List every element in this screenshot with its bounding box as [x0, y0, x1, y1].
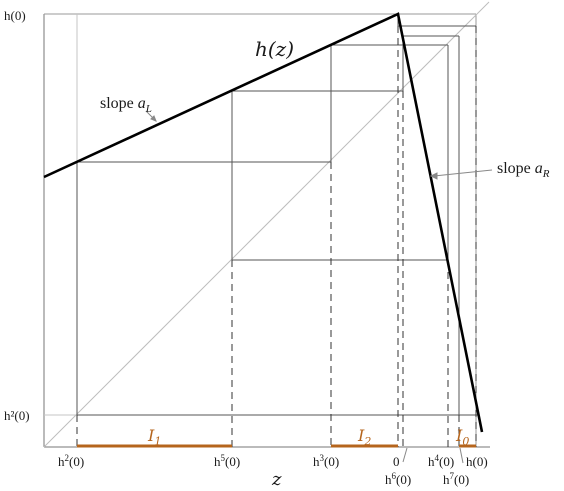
x-tick-label: 0 — [393, 454, 400, 469]
x-tick-label: h5(0) — [214, 453, 240, 469]
interval-label-i1: I1 — [147, 426, 161, 448]
function-label: h(z) — [255, 37, 294, 61]
slope-right-arrowhead — [429, 172, 438, 180]
x-tick-label-lower: h7(0) — [443, 471, 469, 487]
cobweb-lines — [76, 14, 478, 416]
diagonal-line — [43, 1, 490, 448]
dashed-projections — [76, 26, 477, 447]
helper-lines — [44, 14, 78, 416]
slope-left-label: slope aL — [100, 95, 152, 115]
x-tick-label: h(0) — [466, 454, 488, 469]
x-tick-label: h2(0) — [58, 453, 84, 469]
x-tick-label-lower: h6(0) — [385, 471, 411, 487]
interval-label-i2: I2 — [357, 426, 371, 448]
y-tick-bottom: h²(0) — [4, 408, 30, 423]
y-tick-top: h(0) — [4, 8, 26, 23]
interval-label-i0: I0 — [455, 426, 469, 448]
slope-left-arrowhead — [150, 115, 157, 122]
z-axis-label: z — [271, 469, 282, 490]
h6-pointer — [402, 447, 408, 463]
axes — [43, 13, 490, 448]
slope-right-arrow — [433, 169, 493, 177]
x-tick-label: h4(0) — [428, 453, 454, 469]
x-tick-label: h3(0) — [313, 453, 339, 469]
slope-right-label: slope aR — [497, 160, 550, 180]
h7-pointer — [459, 447, 464, 464]
function-graph — [43, 12, 484, 433]
slope-pointers — [145, 110, 493, 464]
